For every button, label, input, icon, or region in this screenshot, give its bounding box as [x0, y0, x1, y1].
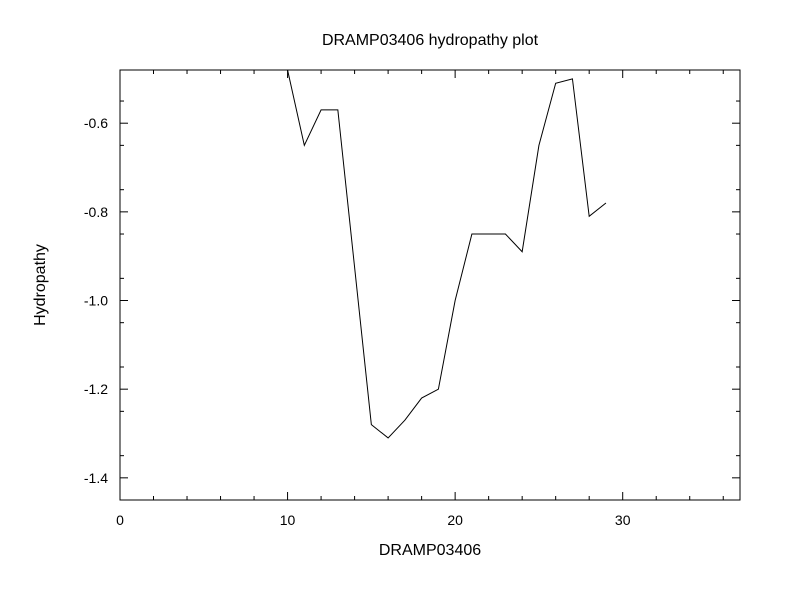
x-tick-label: 30	[615, 512, 631, 528]
x-tick-label: 10	[280, 512, 296, 528]
hydropathy-line	[288, 70, 606, 438]
chart-svg: DRAMP03406 hydropathy plot DRAMP03406 Hydr…	[0, 0, 800, 600]
x-tick-label: 0	[116, 512, 124, 528]
chart-container: DRAMP03406 hydropathy plot DRAMP03406 Hydr…	[0, 0, 800, 600]
chart-title: DRAMP03406 hydropathy plot	[322, 32, 539, 49]
y-axis-label: Hydropathy	[32, 244, 49, 326]
y-tick-label: -0.6	[84, 115, 108, 131]
x-axis-label: DRAMP03406	[379, 542, 481, 559]
x-tick-label: 20	[447, 512, 463, 528]
y-tick-label: -1.4	[84, 470, 108, 486]
y-tick-label: -1.2	[84, 381, 108, 397]
y-tick-label: -1.0	[84, 293, 108, 309]
y-tick-label: -0.8	[84, 204, 108, 220]
